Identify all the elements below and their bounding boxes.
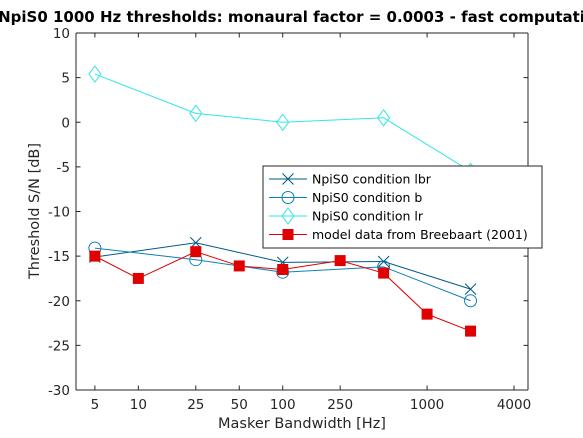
legend-box <box>262 165 543 249</box>
data-point <box>377 108 391 127</box>
legend-entry: NpiS0 condition lbr <box>269 172 432 187</box>
chart-title: NpiS0 1000 Hz thresholds: monaural facto… <box>0 8 583 26</box>
data-point <box>190 246 202 258</box>
legend-label: model data from Breebaart (2001) <box>312 227 528 242</box>
data-point <box>465 325 477 337</box>
axes: 5 10 25 50 100 250 1000 4000 -30 -25 -20 -15 -10 -5 0 5… <box>48 26 531 413</box>
data-point <box>377 255 390 268</box>
y-tick-label: -25 <box>48 338 70 354</box>
legend-label: NpiS0 condition lbr <box>312 172 432 187</box>
y-tick-label: 10 <box>53 26 70 42</box>
data-point <box>276 113 290 132</box>
legend-label: NpiS0 condition lr <box>312 209 424 224</box>
data-point <box>334 255 346 267</box>
data-point <box>277 264 289 276</box>
x-tick-label: 25 <box>187 397 204 413</box>
data-point <box>378 267 390 279</box>
y-tick-label: -15 <box>48 249 70 265</box>
legend-marker <box>282 173 294 185</box>
y-axis-title: Threshold S/N [dB] <box>27 143 43 280</box>
legend-entry: NpiS0 condition lr <box>269 207 424 225</box>
y-tick-label: -5 <box>57 160 70 176</box>
x-tick-label: 100 <box>270 397 296 413</box>
x-tick-label: 250 <box>327 397 353 413</box>
legend-label: NpiS0 condition b <box>312 190 422 205</box>
y-tick-label: -30 <box>48 383 70 399</box>
legend-marker <box>282 229 294 240</box>
x-tick-label: 50 <box>231 397 248 413</box>
x-axis-title: Masker Bandwidth [Hz] <box>218 416 386 432</box>
data-point <box>88 65 102 83</box>
data-point <box>233 260 245 272</box>
y-tick-label: -20 <box>48 294 70 310</box>
x-tick-label: 5 <box>91 397 100 413</box>
y-tick-label: -10 <box>48 205 70 221</box>
series-layer <box>88 65 478 337</box>
x-tick-label: 1000 <box>410 397 444 413</box>
legend-marker <box>281 207 295 225</box>
legend-marker <box>281 191 295 204</box>
y-tick-label: 5 <box>61 71 70 87</box>
data-point <box>464 283 477 296</box>
legend: NpiS0 condition lbr NpiS0 condition b NpiS… <box>262 165 543 249</box>
data-point <box>89 250 101 262</box>
legend-entry: model data from Breebaart (2001) <box>269 227 528 242</box>
data-point <box>132 272 144 284</box>
series-4 <box>89 246 477 337</box>
data-point <box>189 104 203 123</box>
legend-entry: NpiS0 condition b <box>269 190 422 205</box>
x-tick-label: 4000 <box>497 397 531 413</box>
data-point <box>464 294 478 308</box>
data-point <box>421 308 433 320</box>
y-tick-label: 0 <box>61 115 70 131</box>
x-tick-label: 10 <box>130 397 147 413</box>
series-line <box>94 73 471 172</box>
